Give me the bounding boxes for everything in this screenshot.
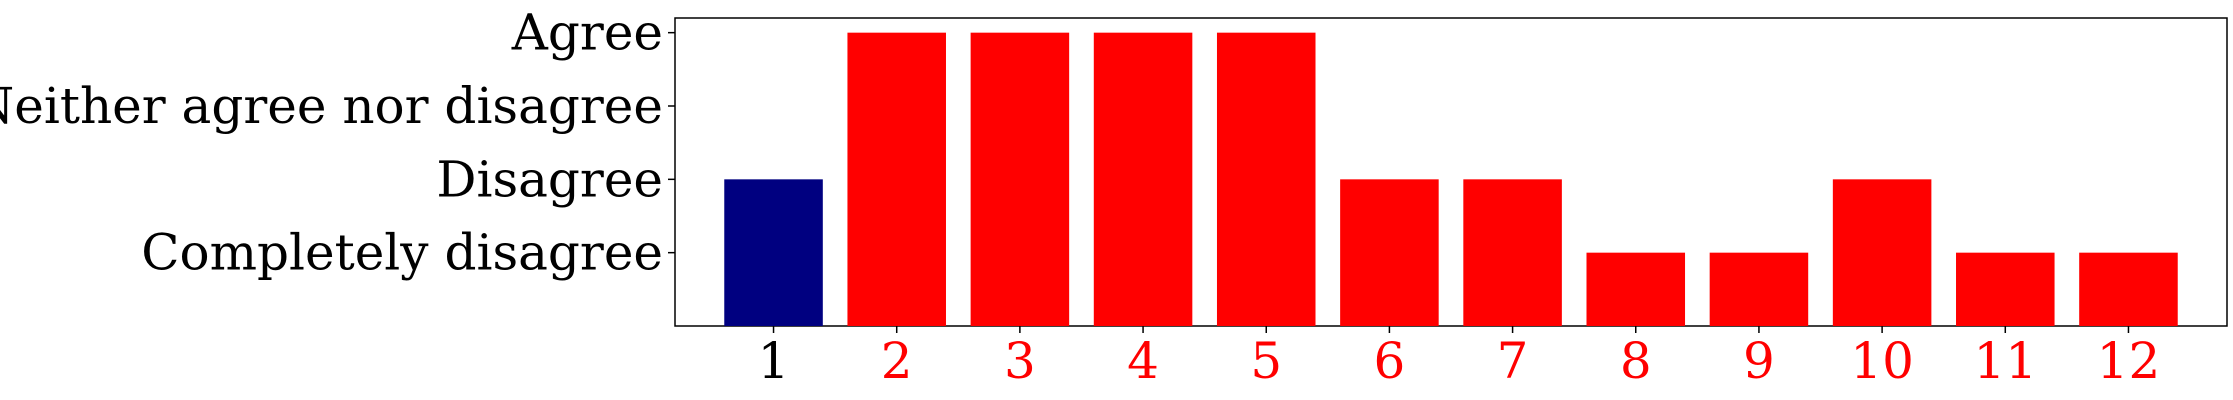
bar-11 [1956,252,2055,326]
bar-6 [1340,179,1439,326]
x-tick-label: 8 [1620,332,1652,390]
y-axis: Completely disagree Disagree Neither agree… [0,4,675,282]
x-tick-label: 5 [1250,332,1282,390]
x-tick-label: 12 [2097,332,2161,390]
bar-1 [724,179,823,326]
plot-frame [674,17,2228,327]
bar-3 [970,32,1070,327]
bar-5 [1216,32,1316,327]
bar-2 [847,32,946,327]
y-tick-label: Agree [511,4,663,62]
x-tick-label: 1 [758,332,790,390]
x-tick-label: 2 [881,332,913,390]
y-tick-label: Disagree [436,150,663,208]
y-tick-label: Neither agree nor disagree [0,77,663,135]
x-tick-label: 4 [1127,332,1159,390]
x-tick-label: 9 [1743,332,1775,390]
bar-9 [1709,252,1809,326]
x-tick-label: 11 [1973,332,2037,390]
bar-12 [2079,252,2178,326]
x-tick-label: 6 [1374,332,1406,390]
bar-8 [1586,252,1686,326]
bars-group [724,32,2178,327]
bar-4 [1093,32,1193,327]
x-axis: 1 2 3 4 5 6 7 8 9 10 11 12 [758,326,2161,390]
x-tick-label: 10 [1850,332,1914,390]
y-tick-label: Completely disagree [141,224,663,282]
bar-7 [1463,179,1562,326]
bar-10 [1832,179,1932,326]
x-tick-label: 7 [1497,332,1529,390]
x-tick-label: 3 [1004,332,1036,390]
